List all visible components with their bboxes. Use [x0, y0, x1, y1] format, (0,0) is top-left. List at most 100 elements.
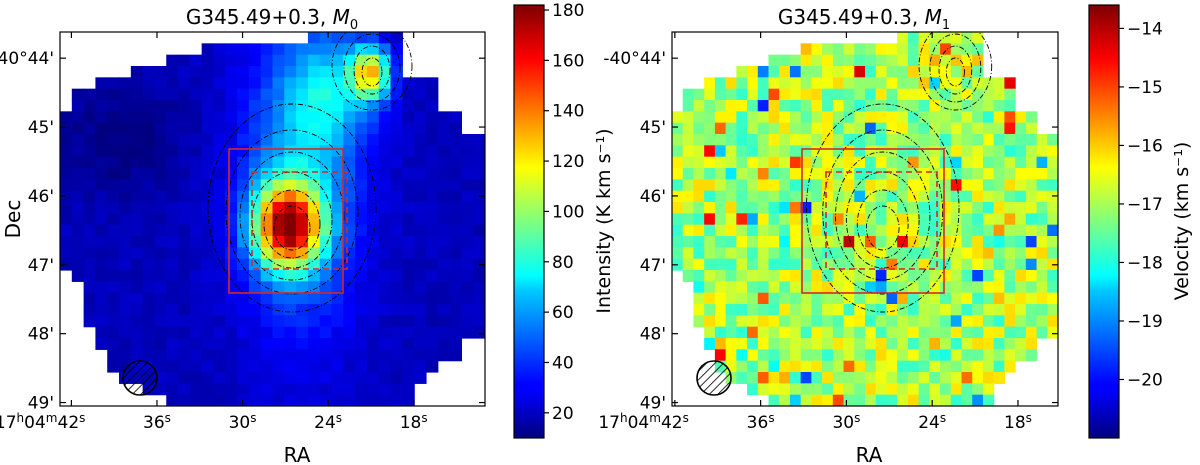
map-cell: [972, 326, 984, 339]
map-cell: [897, 338, 909, 350]
map-cell: [886, 258, 898, 271]
map-cell: [189, 349, 203, 362]
map-cell: [832, 145, 845, 158]
map-cell: [154, 213, 167, 226]
map-cell: [461, 202, 474, 214]
map-cell: [248, 54, 262, 67]
map-cell: [272, 156, 285, 169]
map-cell: [789, 156, 802, 169]
map-cell: [260, 394, 274, 406]
map-cell: [449, 315, 462, 328]
map-cell: [284, 190, 297, 203]
map-cell: [1047, 270, 1058, 282]
map-cell: [800, 168, 812, 180]
map-cell: [897, 122, 909, 135]
map-cell: [119, 304, 132, 316]
map-cell: [704, 304, 716, 316]
map-cell: [449, 292, 462, 305]
map-cell: [736, 156, 748, 169]
map-cell: [982, 134, 995, 146]
map-cell: [237, 372, 250, 384]
map-cell: [886, 394, 898, 406]
map-cell: [366, 54, 380, 67]
map-cell: [929, 88, 941, 101]
map-cell: [832, 326, 845, 339]
map-cell: [682, 100, 695, 112]
map-cell: [843, 190, 855, 203]
map-cell: [736, 224, 748, 237]
map-cell: [260, 315, 274, 328]
map-cell: [682, 236, 695, 248]
map-cell: [130, 236, 144, 248]
map-cell: [972, 145, 984, 158]
solid-box-m0: [228, 148, 344, 294]
map-cell: [331, 202, 344, 214]
map-cell: [331, 54, 344, 67]
panel-m0: G345.49+0.3, M0 -40°44'45'46'47'48'49' 1…: [0, 1, 615, 465]
map-cell: [907, 270, 920, 282]
map-cell: [832, 394, 845, 406]
map-cell: [811, 372, 823, 384]
map-cell: [950, 236, 963, 248]
map-cell: [886, 88, 898, 101]
map-cell: [366, 224, 380, 237]
map-cell: [929, 394, 941, 406]
map-cell: [736, 270, 748, 282]
map-cell: [982, 338, 995, 350]
map-cell: [907, 326, 920, 339]
map-cell: [319, 315, 333, 328]
map-cell: [260, 383, 274, 396]
map-cell: [237, 145, 250, 158]
map-cell: [366, 394, 380, 406]
map-cell: [225, 247, 238, 260]
map-cell: [875, 281, 888, 294]
map-cell: [1036, 315, 1048, 328]
map-cell: [918, 66, 930, 78]
map-cell: [897, 54, 909, 67]
colorbar-tick-label: 100: [552, 202, 584, 222]
map-cell: [757, 236, 770, 248]
map-cell: [355, 236, 368, 248]
x-tick-label: 17h04m42s: [0, 411, 85, 433]
map-cell: [961, 281, 973, 294]
map-cell: [154, 100, 167, 112]
map-cell: [130, 190, 144, 203]
map-cell: [213, 360, 226, 373]
map-cell: [714, 77, 727, 90]
map-cell: [201, 247, 215, 260]
map-cell: [886, 202, 898, 214]
map-cell: [747, 304, 759, 316]
map-cell: [166, 145, 179, 158]
map-cell: [982, 383, 995, 396]
map-cell: [972, 270, 984, 282]
map-cell: [71, 270, 85, 282]
map-cell: [331, 111, 344, 124]
map-cell: [284, 304, 297, 316]
map-cell: [1015, 202, 1027, 214]
map-cell: [961, 156, 973, 169]
map-cell: [843, 270, 855, 282]
map-cell: [307, 236, 321, 248]
map-cell: [1025, 236, 1038, 248]
map-cell: [130, 88, 144, 101]
map-cell: [704, 122, 716, 135]
map-cell: [918, 281, 930, 294]
map-cell: [461, 304, 474, 316]
map-cell: [757, 168, 770, 180]
map-cell: [897, 32, 909, 44]
map-cell: [714, 338, 727, 350]
map-cell: [437, 202, 451, 214]
map-cell: [950, 32, 963, 44]
map-cell: [166, 100, 179, 112]
map-cell: [811, 270, 823, 282]
map-cell: [1015, 224, 1027, 237]
map-cell: [714, 179, 727, 192]
map-cell: [390, 349, 403, 362]
map-cell: [693, 281, 705, 294]
map-cell: [854, 77, 866, 90]
map-cell: [1004, 88, 1016, 101]
map-cell: [768, 292, 780, 305]
map-cell: [83, 236, 97, 248]
map-cell: [248, 326, 262, 339]
map-cell: [178, 213, 191, 226]
